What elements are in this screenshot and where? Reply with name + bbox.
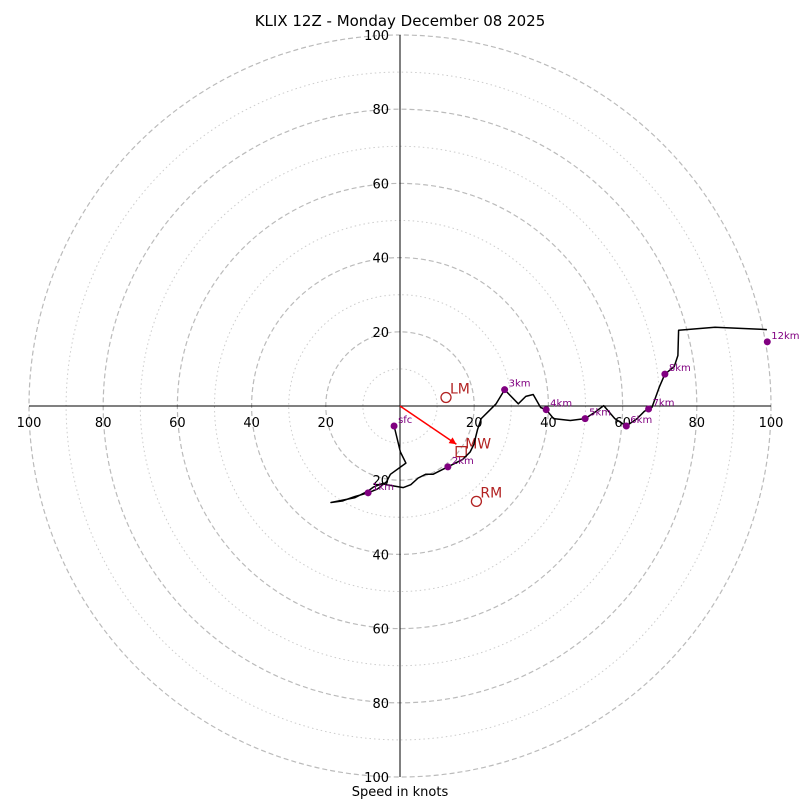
height-label-3km: 3km <box>509 379 531 390</box>
bunkers-left-marker <box>440 391 452 404</box>
tick-label-down: 40 <box>372 548 389 563</box>
height-label-6km: 6km <box>630 415 652 426</box>
height-label-sfc: sfc <box>398 415 412 426</box>
height-marker-3km <box>501 386 509 394</box>
shear-vector-arrowhead <box>448 437 457 445</box>
tick-label-down: 80 <box>372 697 389 712</box>
tick-label-left: 100 <box>17 416 42 431</box>
height-label-4km: 4km <box>550 399 572 410</box>
height-label-2km: 2km <box>452 456 474 467</box>
height-marker-1km <box>364 489 372 497</box>
tick-label-right: 80 <box>689 416 706 431</box>
wind-trace-line <box>330 326 767 504</box>
tick-label-up: 100 <box>364 29 389 44</box>
tick-label-up: 80 <box>372 103 389 118</box>
tick-label-down: 100 <box>364 771 389 786</box>
height-marker-5km <box>581 415 589 423</box>
tick-label-right: 40 <box>540 416 557 431</box>
tick-label-up: 60 <box>372 177 389 192</box>
mean-wind-marker <box>455 445 467 458</box>
bunkers-right-marker <box>470 495 483 507</box>
axis-tick-labels: 20 40 60 80 10020406080100204060801002040608… <box>17 29 784 786</box>
tick-label-left: 40 <box>243 416 260 431</box>
mean-wind-label: MW <box>465 437 491 453</box>
height-marker-7km <box>645 405 653 413</box>
x-axis-label: Speed in knots <box>352 785 449 800</box>
tick-label-left: 60 <box>169 416 186 431</box>
bunkers-left-label: LM <box>450 381 470 397</box>
tick-label-right: 100 <box>759 416 784 431</box>
chart-title: KLIX 12Z - Monday December 08 2025 <box>255 12 546 30</box>
height-label-7km: 7km <box>653 398 675 409</box>
tick-label-down: 60 <box>372 623 389 638</box>
height-marker-2km <box>444 463 452 471</box>
height-label-5km: 5km <box>589 408 611 419</box>
height-marker-12km <box>763 338 771 346</box>
height-label-8km: 8km <box>669 363 691 374</box>
tick-label-up: 20 <box>372 326 389 341</box>
height-label-1km: 1km <box>372 482 394 493</box>
height-marker-sfc <box>390 422 398 430</box>
height-marker-8km <box>661 370 669 378</box>
storm-motion-group: LM RM MW <box>399 381 502 507</box>
height-label-12km: 12km <box>771 331 799 342</box>
height-marker-6km <box>622 422 630 430</box>
tick-label-left: 80 <box>95 416 112 431</box>
shear-vector-line <box>399 405 457 445</box>
tick-label-up: 40 <box>372 252 389 267</box>
tick-label-left: 20 <box>318 416 335 431</box>
height-marker-4km <box>542 406 550 414</box>
wind-trace-group <box>330 326 767 504</box>
bunkers-right-label: RM <box>480 485 502 501</box>
